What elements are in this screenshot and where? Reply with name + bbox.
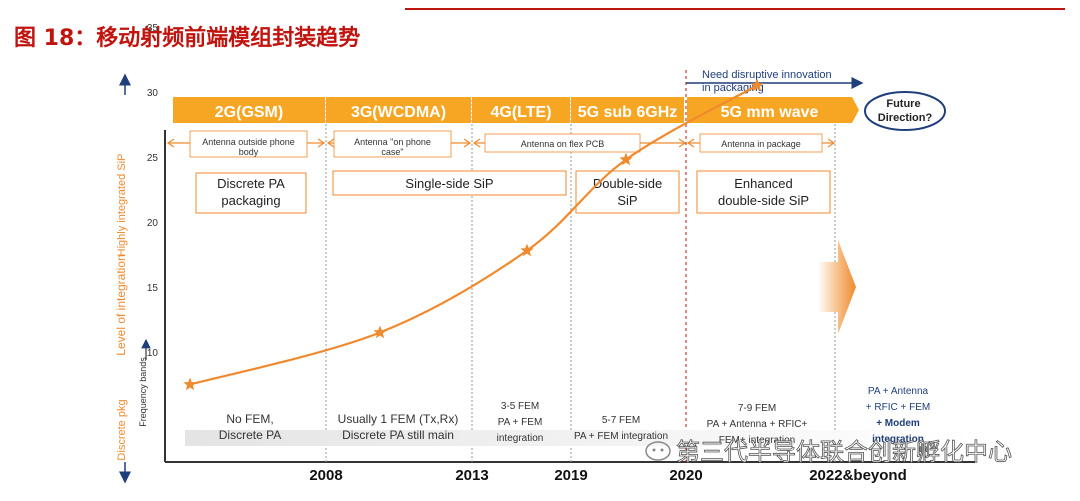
generation-label-4: 5G mm wave	[721, 104, 819, 121]
y-ticks: 10 15 20 25 30 35	[147, 23, 159, 359]
wechat-icon	[645, 441, 671, 461]
bottom-label-0-0: No FEM,	[226, 412, 273, 426]
antenna-arrow-left-3	[686, 138, 695, 148]
wechat-icon-dot1	[652, 448, 656, 452]
bottom-label-1-0: Usually 1 FEM (Tx,Rx)	[338, 412, 459, 426]
watermark: 第三代半导体联合创新孵化中心	[645, 438, 1012, 466]
antenna-box-0	[189, 130, 308, 158]
y-mid-label: Level of integration	[114, 254, 128, 355]
bottom-label-1-1: Discrete PA still main	[342, 428, 454, 442]
antenna-label-2: Antenna on flex PCB	[521, 139, 605, 149]
antenna-label-1-b: case"	[381, 147, 403, 157]
antenna-arrow-left-1	[326, 138, 335, 148]
bottom-label-5-2: + Modem	[876, 418, 920, 429]
antenna-label-1-a: Antenna "on phone	[354, 137, 431, 147]
generation-label-1: 3G(WCDMA)	[351, 104, 446, 121]
bottom-label-2-1: PA + FEM	[498, 417, 543, 428]
wechat-icon-dot2	[660, 448, 664, 452]
packaging-box-2	[575, 170, 680, 214]
x-tick-4: 2022&beyond	[809, 467, 907, 484]
series-points	[183, 78, 764, 391]
bottom-label-4-2: FEM+ integration	[719, 435, 795, 446]
series-point-3	[619, 152, 633, 166]
packaging-row: Discrete PA packaging Single-side SiP Doubl…	[195, 170, 831, 214]
bottom-label-5-3: integration	[872, 434, 924, 445]
packaging-box-1	[332, 170, 567, 196]
generation-label-3: 5G sub 6GHz	[578, 104, 678, 121]
packaging-box-3	[696, 170, 831, 214]
packaging-label-3-b: double-side SiP	[718, 193, 809, 208]
innovation-note: Need disruptive innovation in packaging	[702, 69, 835, 94]
x-tick-2: 2019	[554, 467, 587, 484]
y-tick-5: 35	[147, 23, 159, 34]
antenna-arrow-right-1	[463, 138, 472, 148]
bottom-label-5-1: + RFIC + FEM	[866, 402, 930, 413]
packaging-label-2-a: Double-side	[593, 176, 662, 191]
packaging-label-2-b: SiP	[617, 193, 637, 208]
x-tick-3: 2020	[669, 467, 702, 484]
series-point-4	[750, 78, 764, 92]
y-tick-2: 20	[147, 218, 159, 229]
y-tick-3: 25	[147, 153, 159, 164]
antenna-arrow-right-2	[678, 138, 687, 148]
bottom-descriptions: No FEM, Discrete PA Usually 1 FEM (Tx,Rx) D…	[219, 386, 930, 446]
antenna-box-3	[699, 133, 823, 153]
generation-label-2: 4G(LTE)	[490, 104, 551, 121]
series-point-0	[183, 377, 197, 391]
generation-banner-1	[326, 97, 471, 123]
antenna-arrow-left-2	[472, 138, 481, 148]
bottom-label-3-0: 5-7 FEM	[602, 415, 640, 426]
future-label: Future Direction?	[878, 98, 933, 124]
packaging-label-0-b: packaging	[221, 193, 280, 208]
bottom-band	[185, 430, 975, 446]
bottom-label-5-0: PA + Antenna	[868, 386, 929, 397]
antenna-arrow-right-3	[827, 138, 836, 148]
antenna-box-1	[333, 130, 452, 158]
big-arrow	[818, 240, 856, 334]
y-freq-label: Frequency bands	[138, 357, 148, 427]
generation-banner-0	[173, 97, 325, 123]
bottom-label-2-0: 3-5 FEM	[501, 401, 539, 412]
x-tick-1: 2013	[455, 467, 488, 484]
bottom-label-4-1: PA + Antenna + RFIC+	[707, 419, 808, 430]
antenna-label-3: Antenna in package	[721, 139, 801, 149]
series-line	[189, 84, 758, 386]
figure-title: 图 18：移动射频前端模组封装趋势	[14, 26, 361, 51]
y-upper-label: Highly integrated SiP	[116, 154, 128, 257]
bottom-label-3-1: PA + FEM integration	[574, 431, 668, 442]
y-tick-0: 10	[147, 348, 159, 359]
y-tick-1: 15	[147, 283, 159, 294]
antenna-label-0-b: body	[239, 147, 259, 157]
bottom-label-0-1: Discrete PA	[219, 428, 281, 442]
generation-banners: 2G(GSM) 3G(WCDMA) 4G(LTE) 5G sub 6GHz 5G mm …	[173, 97, 859, 123]
bottom-label-2-2: integration	[497, 433, 544, 444]
packaging-label-1: Single-side SiP	[405, 176, 493, 191]
packaging-label-0-a: Discrete PA	[217, 176, 285, 191]
watermark-text: 第三代半导体联合创新孵化中心	[676, 438, 1012, 466]
x-ticks: 2008 2013 2019 2020 2022&beyond	[309, 467, 906, 484]
y-lower-label: Discrete pkg	[116, 399, 128, 460]
generation-banner-4	[687, 97, 859, 123]
future-line1: Future	[886, 98, 920, 110]
packaging-box-0	[195, 172, 307, 214]
bottom-label-4-0: 7-9 FEM	[738, 403, 776, 414]
packaging-label-3-a: Enhanced	[734, 176, 793, 191]
generation-label-0: 2G(GSM)	[215, 104, 283, 121]
y-tick-4: 30	[147, 88, 159, 99]
antenna-box-2	[484, 133, 641, 153]
series-point-2	[520, 243, 534, 257]
title-rule	[405, 8, 1065, 10]
future-line2: Direction?	[878, 112, 933, 124]
generation-banner-2	[472, 97, 570, 123]
x-tick-0: 2008	[309, 467, 342, 484]
generation-banner-3	[571, 97, 684, 123]
antenna-arrow-left-0	[166, 138, 175, 148]
antenna-arrow-right-0	[317, 138, 326, 148]
innovation-note-line1: Need disruptive innovation	[702, 69, 832, 81]
future-ellipse	[864, 91, 946, 131]
series-point-1	[373, 325, 387, 339]
antenna-label-0-a: Antenna outside phone	[202, 137, 295, 147]
